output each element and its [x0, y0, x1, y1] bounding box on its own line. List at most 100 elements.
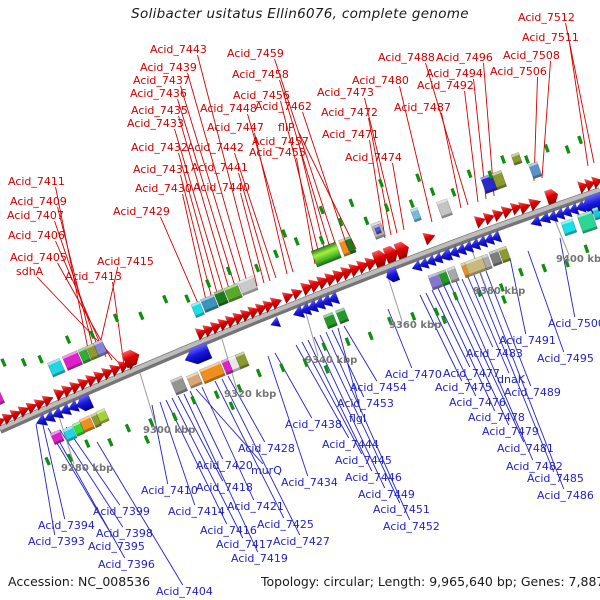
gene-block-highlight — [436, 198, 448, 205]
leader-line-forward — [182, 193, 208, 306]
gene-block — [310, 241, 342, 268]
gene-block — [95, 408, 110, 425]
gene-block-shadow — [218, 300, 229, 307]
gene-block-body — [481, 253, 493, 271]
gene-arrow-forward-shape — [209, 322, 223, 335]
gene-block-highlight — [373, 224, 380, 229]
gene-block-highlight — [213, 288, 224, 295]
gene-tick-shape — [281, 228, 288, 239]
gene-arrow-forward — [591, 176, 600, 190]
gene-tick-marker — [190, 395, 197, 405]
gene-tick-marker — [577, 135, 584, 145]
gene-block-shadow — [496, 184, 507, 190]
gene-block — [49, 429, 65, 446]
gene-arrow-forward — [491, 209, 504, 223]
leader-line-reverse — [467, 276, 510, 374]
gene-block-body — [0, 389, 6, 406]
gene-tick-shape — [487, 170, 494, 180]
leader-line-reverse — [59, 429, 124, 528]
gene-arrow-forward — [324, 273, 338, 287]
gene-arrow-forward-shape — [591, 176, 600, 190]
gene-tick-shape — [377, 178, 385, 188]
gene-tick-marker — [171, 412, 178, 422]
gene-tick-marker — [500, 294, 508, 305]
gene-arrow-forward — [290, 288, 303, 301]
gene-block — [223, 282, 243, 303]
leader-line-forward — [302, 111, 350, 253]
gene-arrow-forward-shape — [371, 249, 387, 269]
gene-arrow-forward-shape — [393, 241, 410, 260]
gene-block-highlight — [237, 275, 254, 284]
gene-tick-shape — [541, 263, 548, 273]
gene-arrow-forward — [239, 309, 253, 323]
gene-tick-marker — [253, 263, 261, 273]
gene-tick-shape — [293, 236, 300, 246]
gene-tick-marker — [272, 249, 280, 259]
gene-tick-shape — [66, 453, 74, 463]
gene-tick-shape — [44, 456, 51, 466]
gene-tick-marker — [66, 453, 74, 463]
leader-line-reverse — [53, 431, 126, 559]
gene-block-body — [310, 241, 342, 268]
gene-tick-marker — [466, 169, 473, 179]
gene-tick-marker — [517, 267, 525, 277]
gene-arrow-forward — [1, 413, 14, 426]
gene-block-highlight — [464, 255, 483, 265]
gene-block-body — [220, 357, 234, 376]
gene-block-highlight — [186, 371, 199, 379]
gene-block — [436, 198, 453, 219]
gene-arrow-reverse — [491, 229, 503, 243]
gene-block-shadow — [464, 274, 470, 278]
gene-arrow-forward — [371, 249, 387, 269]
gene-arrow-forward — [364, 257, 378, 272]
gene-arrow-forward — [217, 318, 230, 332]
gene-tick-shape — [255, 368, 263, 378]
gene-block-shadow — [204, 305, 219, 313]
gene-arrow-forward — [262, 300, 275, 314]
gene-block — [46, 357, 66, 378]
leader-line-forward — [565, 22, 595, 164]
gene-tick-shape — [148, 417, 155, 427]
gene-arrow-forward — [509, 202, 523, 216]
gene-block — [322, 311, 338, 330]
gene-tick-shape — [143, 434, 151, 445]
gene-arrow-forward-shape — [76, 378, 90, 392]
gene-arrow-forward — [340, 266, 354, 281]
leader-line-forward — [99, 266, 119, 345]
gene-arrow-forward — [473, 216, 486, 229]
gene-tick-marker — [563, 258, 571, 268]
gene-arrow-reverse — [580, 191, 600, 214]
gene-arrow-forward — [500, 206, 513, 220]
gene-tick-shape — [124, 423, 132, 433]
ruler-tick-line — [56, 409, 75, 465]
leader-line-forward — [178, 115, 232, 297]
gene-tick-marker — [37, 354, 44, 364]
gene-block — [460, 262, 470, 279]
gene-block-highlight — [90, 412, 97, 418]
gene-arrow-forward-shape — [577, 181, 589, 195]
gene-block — [464, 255, 488, 277]
gene-arrow-forward-shape — [332, 270, 346, 284]
gene-arrow-forward — [307, 279, 322, 294]
gene-tick-shape — [321, 342, 328, 352]
leader-line-reverse — [485, 270, 532, 387]
gene-arrow-forward — [108, 364, 122, 378]
gene-arrow-forward-shape — [9, 410, 22, 422]
gene-arrow-forward-shape — [584, 178, 596, 192]
gene-tick-marker — [408, 199, 415, 209]
leader-line-reverse — [221, 378, 301, 536]
gene-tick-shape — [112, 313, 120, 323]
gene-arrow-forward — [254, 303, 268, 317]
leader-line-reverse — [431, 289, 471, 368]
gene-tick-marker — [348, 198, 355, 208]
gene-block — [61, 350, 84, 372]
gene-block-shadow — [375, 233, 386, 240]
gene-tick-marker — [500, 154, 507, 165]
gene-block — [576, 210, 598, 234]
gene-arrow-forward-shape — [307, 279, 322, 294]
gene-tick-marker — [318, 235, 325, 245]
gene-tick-marker — [367, 331, 374, 341]
leader-line-forward — [569, 42, 589, 167]
gene-block — [410, 207, 422, 223]
